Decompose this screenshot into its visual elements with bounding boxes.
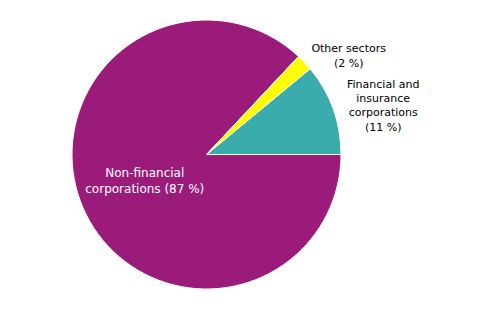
svg-text:Other sectors(2 %): Other sectors(2 %) bbox=[311, 42, 386, 69]
svg-text:Financial andinsurancecorporat: Financial andinsurancecorporations(11 %) bbox=[347, 78, 419, 134]
svg-text:Non-financialcorporations (87: Non-financialcorporations (87 %) bbox=[85, 166, 204, 196]
